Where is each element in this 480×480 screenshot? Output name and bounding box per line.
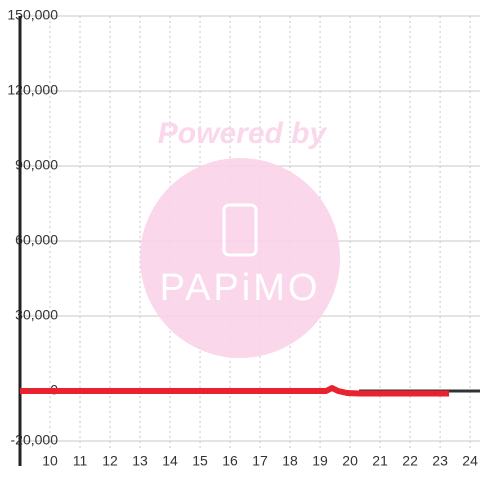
y-tick-label: 60,000 — [15, 232, 58, 248]
line — [20, 385, 450, 397]
x-tick-label: 17 — [252, 453, 268, 469]
x-tick-label: 13 — [132, 453, 148, 469]
watermark-logo: PAPiMO — [160, 267, 321, 309]
watermark-caption: Powered by — [158, 117, 328, 150]
x-tick-label: 10 — [42, 453, 58, 469]
x-tick-label: 11 — [73, 453, 88, 469]
x-tick-label: 18 — [282, 453, 298, 469]
y-tick-label: 30,000 — [15, 307, 58, 323]
x-tick-label: 14 — [162, 453, 178, 469]
y-tick-label: -20,000 — [11, 432, 59, 448]
watermark-circle — [140, 158, 340, 358]
x-tick-label: 16 — [222, 453, 238, 469]
x-tick-label: 23 — [432, 453, 448, 469]
x-tick-label: 20 — [342, 453, 358, 469]
x-tick-label: 22 — [402, 453, 418, 469]
y-tick-label: 90,000 — [15, 157, 58, 173]
y-tick-label: 150,000 — [7, 7, 58, 23]
x-tick-label: 21 — [372, 453, 388, 469]
x-tick-label: 19 — [312, 453, 328, 469]
x-tick-label: 15 — [192, 453, 208, 469]
y-tick-label: 120,000 — [7, 82, 58, 98]
x-tick-label: 24 — [462, 453, 478, 469]
watermark-icon — [222, 203, 258, 257]
x-tick-label: 12 — [102, 453, 118, 469]
watermark: Powered by PAPiMO — [140, 117, 340, 358]
